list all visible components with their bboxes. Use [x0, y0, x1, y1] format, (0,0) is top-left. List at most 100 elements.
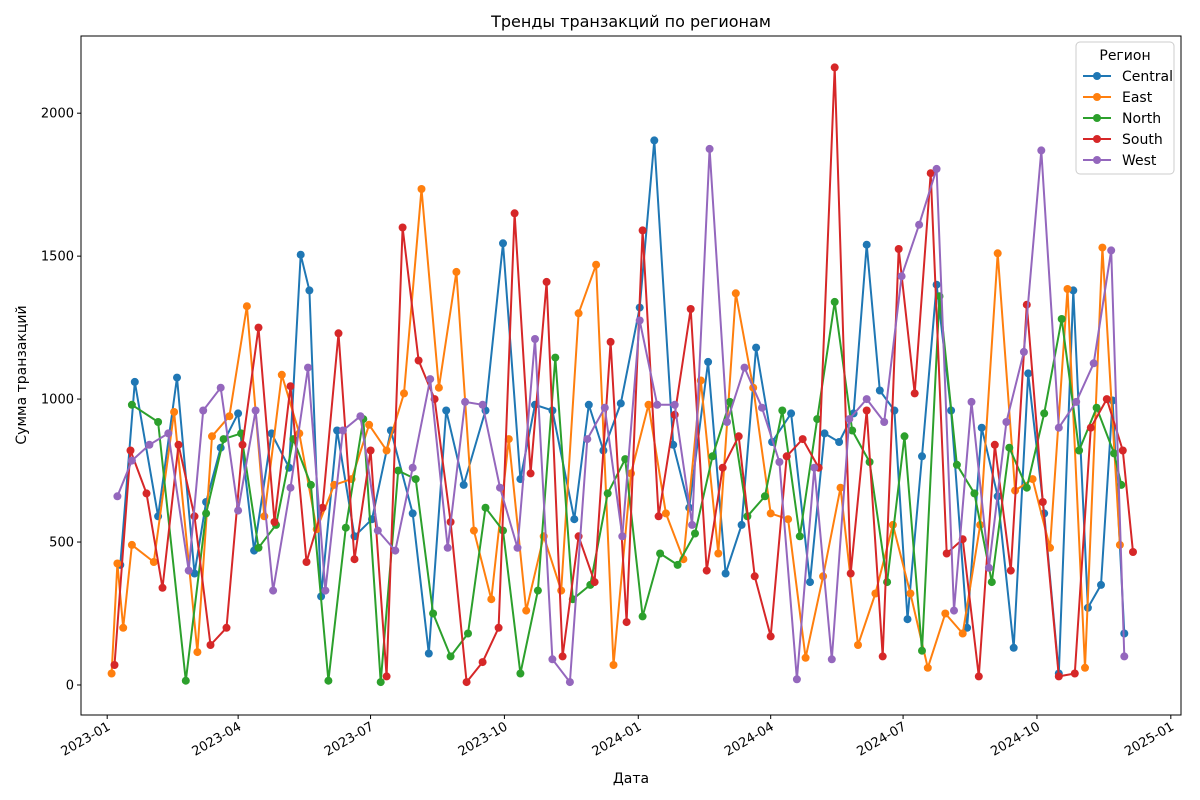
y-tick-label: 0	[66, 678, 74, 693]
data-point-north	[1005, 443, 1014, 452]
data-point-west	[321, 586, 330, 595]
data-point-west	[1089, 359, 1098, 368]
data-point-west	[967, 397, 976, 406]
y-tick-label: 1000	[41, 393, 74, 408]
data-point-west	[496, 483, 504, 492]
data-point-north	[181, 676, 190, 685]
y-tick-label: 1500	[41, 250, 74, 265]
data-point-north	[127, 400, 136, 409]
data-point-north	[603, 489, 612, 498]
data-point-north	[883, 578, 892, 587]
data-point-central	[704, 357, 713, 366]
legend-entries: Central East North South West	[1083, 69, 1173, 169]
data-point-east	[661, 509, 670, 518]
data-point-south	[126, 446, 135, 455]
data-point-south	[1102, 395, 1111, 404]
data-point-west	[932, 164, 941, 173]
data-point-central	[616, 399, 625, 408]
data-point-north	[411, 475, 420, 484]
data-point-south	[782, 452, 791, 461]
data-point-west	[426, 375, 435, 384]
data-point-north	[429, 609, 438, 618]
legend-label-north: North	[1122, 111, 1161, 127]
data-point-west	[461, 397, 470, 406]
data-point-central	[862, 240, 871, 249]
data-point-north	[830, 297, 839, 306]
data-point-east	[609, 661, 618, 669]
data-point-east	[417, 185, 426, 193]
data-point-east	[714, 549, 723, 558]
data-point-west	[862, 395, 871, 404]
x-tick-label: 2024-07	[855, 719, 910, 759]
data-point-west	[880, 418, 889, 426]
data-point-south	[174, 440, 183, 449]
legend-marker-north	[1093, 114, 1101, 122]
data-point-central	[918, 452, 926, 461]
data-point-north	[254, 543, 263, 552]
legend-label-east: East	[1122, 90, 1153, 106]
data-point-south	[510, 209, 519, 218]
x-tick-label: 2024-04	[722, 719, 777, 759]
data-point-west	[740, 363, 749, 372]
data-point-central	[333, 426, 342, 435]
data-point-north	[621, 455, 630, 464]
data-point-west	[827, 655, 836, 664]
data-point-central	[787, 409, 796, 418]
data-point-north	[760, 492, 769, 501]
data-point-east	[731, 289, 740, 298]
data-point-west	[705, 144, 714, 153]
data-point-north	[987, 578, 996, 587]
data-point-east	[906, 589, 915, 598]
data-point-west	[286, 483, 295, 492]
data-point-west	[670, 400, 679, 409]
legend-marker-west	[1093, 156, 1101, 164]
y-axis: 0 500 1000 1500 2000	[41, 107, 81, 693]
data-point-central	[234, 409, 243, 418]
data-point-south	[830, 63, 839, 72]
data-point-east	[958, 629, 967, 638]
data-point-south	[318, 503, 327, 512]
data-point-west	[443, 543, 452, 552]
data-point-east	[1028, 475, 1037, 484]
data-point-north	[778, 406, 787, 415]
legend-marker-east	[1093, 93, 1101, 101]
data-point-central	[903, 615, 912, 624]
data-point-south	[414, 356, 423, 365]
data-point-west	[688, 520, 697, 529]
data-point-north	[813, 415, 822, 424]
data-point-south	[798, 435, 807, 444]
data-point-south	[718, 463, 727, 472]
data-point-east	[242, 302, 251, 311]
data-point-central	[752, 343, 761, 352]
data-point-west	[199, 406, 208, 415]
data-point-east	[1081, 663, 1089, 672]
data-point-south	[638, 226, 647, 235]
data-point-north	[1110, 449, 1119, 458]
data-point-central	[1024, 369, 1033, 378]
data-point-west	[653, 400, 662, 409]
data-point-west	[548, 655, 557, 664]
data-point-west	[216, 383, 225, 392]
data-point-north	[691, 529, 699, 538]
data-point-west	[583, 435, 592, 444]
x-axis: 2023-01 2023-04 2023-07 2023-10 2024-01 2024-…	[59, 715, 1177, 760]
x-tick-label: 2023-04	[190, 719, 245, 759]
data-point-north	[848, 426, 857, 435]
data-point-south	[974, 672, 983, 681]
data-point-east	[452, 267, 461, 276]
data-point-south	[270, 518, 279, 526]
data-point-west	[408, 463, 417, 472]
data-point-north	[1075, 446, 1084, 455]
data-point-east	[871, 589, 880, 598]
data-point-east	[119, 623, 128, 632]
data-point-west	[635, 316, 644, 325]
legend-label-south: South	[1122, 132, 1163, 148]
data-point-south	[606, 337, 615, 346]
data-point-east	[127, 540, 136, 549]
data-point-east	[107, 669, 116, 678]
data-point-east	[784, 515, 793, 524]
data-point-west	[950, 606, 958, 615]
data-point-central	[499, 239, 507, 248]
data-point-south	[686, 305, 695, 313]
